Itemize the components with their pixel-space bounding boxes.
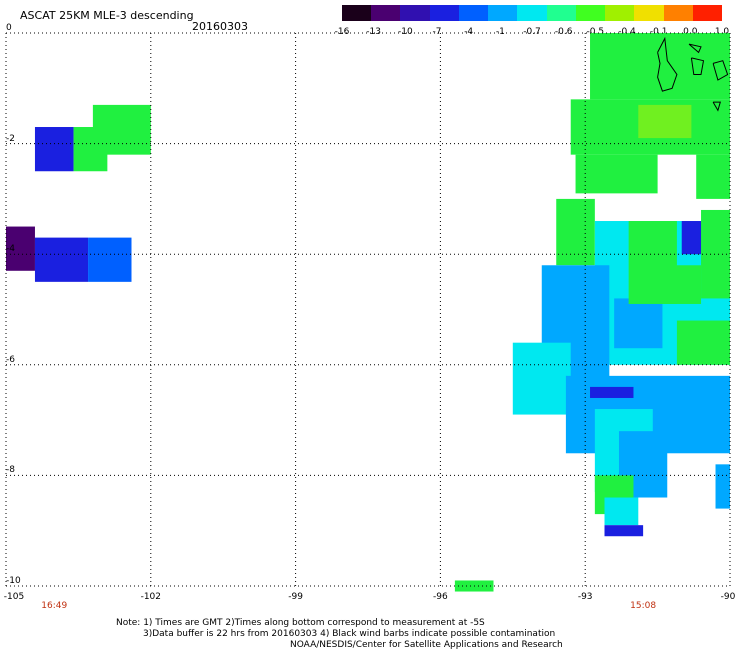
wind-cell-11 (696, 154, 730, 199)
colorbar-swatch (400, 5, 430, 21)
colorbar-tick-label: -10 (397, 27, 413, 37)
wind-cell-28 (676, 320, 730, 365)
colorbar-swatch (575, 5, 606, 21)
y-tick-label: -2 (6, 133, 15, 144)
wind-cell-3 (6, 226, 35, 271)
island-coastline-3 (688, 43, 702, 54)
note-line-3: NOAA/NESDIS/Center for Satellite Applica… (290, 640, 563, 650)
y-tick-label: -8 (6, 465, 15, 476)
wind-cell-9 (638, 104, 692, 139)
colorbar-tick-label: 0.0 (683, 27, 698, 37)
wind-cell-10 (575, 154, 658, 194)
colorbar-tick-label: -7 (432, 27, 442, 37)
colorbar-swatch (692, 5, 723, 21)
colorbar-swatch (458, 5, 489, 21)
time-left: 16:49 (41, 601, 68, 611)
colorbar-tick-label: 1.0 (714, 27, 730, 37)
colorbar-tick-label: -16 (334, 27, 350, 37)
colorbar-tick-label: -4 (464, 27, 474, 37)
colorbar-swatch (634, 5, 664, 21)
colorbar-swatch (488, 5, 518, 21)
x-tick-label: -102 (140, 592, 162, 602)
island-coastline-4 (712, 101, 721, 112)
island-coastline-2 (712, 60, 729, 81)
x-tick-label: -93 (577, 592, 593, 602)
colorbar (342, 5, 723, 21)
x-tick-label: -99 (288, 592, 303, 602)
y-tick-label: 0 (6, 23, 12, 33)
colorbar-tick-label: -1 (495, 27, 505, 37)
wind-cell-2 (92, 104, 151, 155)
x-tick-label: -96 (433, 592, 448, 602)
y-tick-label: -4 (6, 244, 15, 255)
wind-cell-23 (715, 464, 730, 509)
note-line-2: 3)Data buffer is 22 hrs from 20160303 4)… (143, 629, 556, 639)
island-coastline-0 (657, 36, 678, 92)
x-tick-label: -105 (3, 592, 25, 602)
chart-title: ASCAT 25KM MLE-3 descending (20, 9, 194, 22)
wind-cell-20 (614, 298, 663, 349)
colorbar-swatch (429, 5, 459, 21)
wind-cell-26 (604, 525, 644, 537)
chart-date: 20160303 (192, 20, 248, 33)
colorbar-tick-label: -0.4 (618, 27, 636, 37)
colorbar-swatch (342, 5, 372, 21)
wind-cell-4 (34, 237, 89, 282)
wind-cell-0 (34, 127, 74, 172)
colorbar-swatch (546, 5, 576, 21)
wind-cell-15 (512, 342, 571, 415)
colorbar-swatch (371, 5, 401, 21)
note-line-1: Note: 1) Times are GMT 2)Times along bot… (116, 618, 485, 628)
colorbar-tick-label: -0.1 (649, 27, 668, 37)
colorbar-tick-label: -0.6 (554, 27, 573, 37)
y-tick-label: -10 (6, 576, 21, 586)
x-tick-label: -90 (720, 592, 736, 602)
wind-cell-25 (604, 497, 639, 526)
colorbar-tick-label: -0.7 (523, 27, 541, 37)
colorbar-swatch (517, 5, 547, 21)
y-tick-label: -6 (6, 354, 15, 365)
wind-cell-18 (701, 209, 730, 299)
colorbar-tick-label: -13 (366, 27, 382, 37)
island-coastline-1 (690, 57, 705, 75)
colorbar-swatch (663, 5, 693, 21)
wind-cell-5 (88, 237, 132, 282)
wind-cell-29 (590, 386, 634, 398)
wind-cell-12 (556, 198, 595, 266)
wind-cell-27 (628, 221, 677, 304)
colorbar-tick-label: -0.5 (586, 27, 605, 37)
time-right: 15:08 (630, 601, 657, 611)
colorbar-swatch (605, 5, 635, 21)
